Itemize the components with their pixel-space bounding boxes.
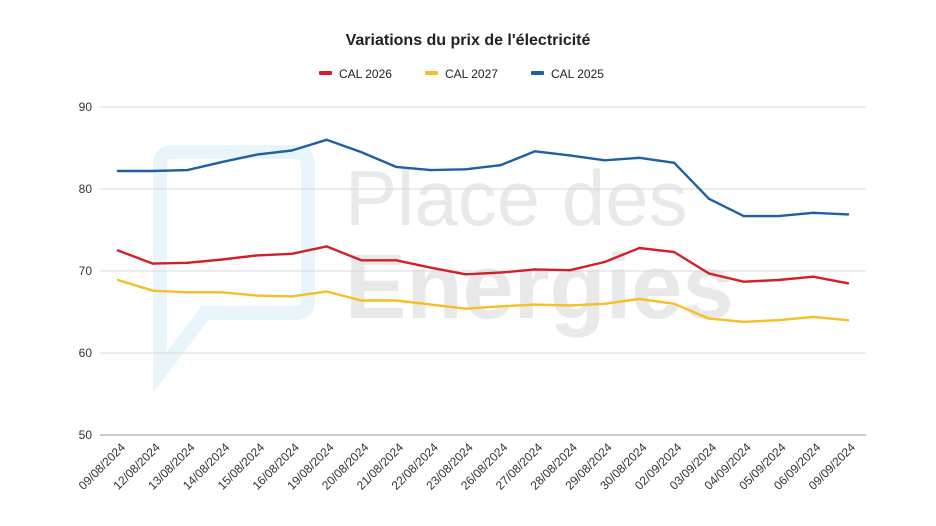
- data-point: [116, 169, 120, 173]
- y-tick-label: 80: [79, 182, 93, 196]
- legend-swatch: [425, 71, 438, 75]
- series-lines: [116, 138, 850, 324]
- data-point: [394, 165, 398, 169]
- data-point: [499, 164, 502, 167]
- data-point: [221, 291, 224, 294]
- y-tick-label: 50: [79, 428, 93, 442]
- data-point: [707, 197, 711, 201]
- data-point: [325, 290, 328, 293]
- data-point: [221, 258, 224, 261]
- data-point: [186, 168, 189, 172]
- data-point: [638, 246, 641, 250]
- data-point: [290, 252, 294, 255]
- y-tick-label: 60: [79, 346, 93, 360]
- legend-swatch: [319, 71, 332, 75]
- data-point: [638, 156, 641, 160]
- data-point: [464, 307, 467, 310]
- data-point: [672, 302, 676, 305]
- data-point: [603, 302, 606, 305]
- data-point: [812, 211, 815, 214]
- legend-swatch: [531, 71, 544, 75]
- series-line-cal-2027: [116, 278, 850, 323]
- data-point: [221, 160, 224, 164]
- legend-item: CAL 2025: [531, 67, 604, 81]
- data-point: [255, 294, 259, 297]
- data-point: [533, 268, 537, 271]
- data-point: [151, 262, 154, 265]
- data-point: [151, 289, 154, 292]
- y-tick-label: 70: [79, 264, 93, 278]
- data-point: [499, 305, 502, 308]
- watermark-logo: [153, 145, 315, 393]
- data-point: [812, 315, 815, 319]
- data-point: [429, 303, 433, 306]
- data-point: [812, 275, 815, 278]
- data-point: [568, 304, 572, 307]
- data-point: [360, 259, 363, 262]
- data-point: [846, 213, 850, 216]
- data-point: [429, 168, 433, 172]
- data-point: [568, 154, 572, 157]
- data-point: [533, 150, 537, 153]
- legend-label: CAL 2026: [339, 67, 392, 81]
- data-point: [777, 278, 780, 282]
- data-point: [290, 295, 294, 298]
- watermark-speech-bubble-icon: [153, 145, 315, 393]
- data-point: [394, 299, 398, 302]
- legend-item: CAL 2027: [425, 67, 498, 81]
- data-point: [846, 282, 850, 285]
- data-point: [290, 149, 294, 152]
- legend-label: CAL 2025: [551, 67, 604, 81]
- data-point: [360, 150, 363, 154]
- legend: CAL 2026 CAL 2027 CAL 2025: [319, 67, 604, 81]
- data-point: [325, 138, 328, 141]
- chart-title: Variations du prix de l'électricité: [346, 32, 591, 49]
- y-axis-ticks: 50 60 70 80 90: [79, 100, 93, 442]
- series-line-cal-2026: [116, 245, 850, 285]
- data-point: [464, 273, 467, 276]
- data-point: [672, 161, 676, 164]
- legend-label: CAL 2027: [445, 67, 498, 81]
- data-point: [255, 153, 259, 156]
- data-point: [116, 278, 120, 282]
- data-point: [777, 214, 780, 218]
- data-point: [638, 297, 641, 301]
- data-point: [603, 159, 606, 162]
- data-point: [533, 303, 537, 306]
- data-point: [846, 319, 850, 322]
- y-grid: [100, 106, 866, 436]
- data-point: [742, 320, 745, 324]
- data-point: [603, 260, 606, 264]
- data-point: [151, 169, 154, 173]
- data-point: [672, 250, 676, 254]
- y-tick-label: 90: [79, 100, 93, 114]
- data-point: [186, 261, 189, 264]
- data-point: [186, 291, 189, 294]
- series-line-cal-2025: [116, 138, 850, 218]
- data-point: [777, 319, 780, 322]
- x-axis-ticks: 09/08/202412/08/202413/08/202414/08/2024…: [76, 440, 859, 493]
- legend-item: CAL 2026: [319, 67, 392, 81]
- data-point: [116, 249, 120, 252]
- data-point: [429, 266, 433, 269]
- data-point: [499, 271, 502, 274]
- data-point: [325, 245, 328, 248]
- data-point: [360, 299, 363, 302]
- data-point: [707, 272, 711, 275]
- data-point: [394, 259, 398, 262]
- data-point: [568, 268, 572, 272]
- data-point: [707, 317, 711, 320]
- data-point: [742, 280, 745, 283]
- data-point: [742, 214, 745, 218]
- data-point: [255, 254, 259, 257]
- watermark-line-2: Energies: [345, 236, 734, 338]
- watermark-line-1: Place des: [345, 154, 688, 242]
- data-point: [464, 168, 467, 171]
